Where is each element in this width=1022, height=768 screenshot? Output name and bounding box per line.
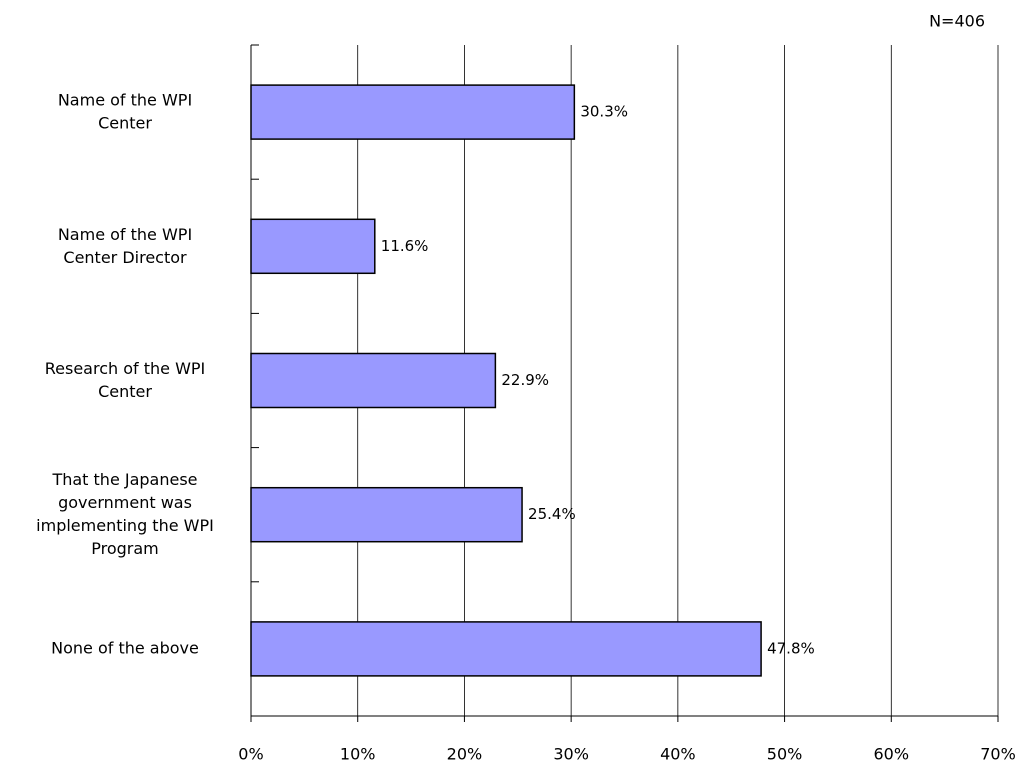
bar <box>250 352 497 409</box>
bar <box>250 84 576 140</box>
y-tick-label: Research of the WPI Center <box>45 359 206 401</box>
y-tick-label: That the Japanese government was implement… <box>36 470 214 558</box>
bar <box>250 621 762 677</box>
value-label: 47.8% <box>767 639 815 657</box>
annotation: N=406 <box>929 12 985 31</box>
bar <box>250 486 523 543</box>
y-tick-label: Name of the WPI Center <box>58 90 192 132</box>
value-label: 30.3% <box>580 103 628 121</box>
x-tick-label: 10% <box>340 745 376 764</box>
y-tick-label: None of the above <box>51 638 199 657</box>
x-tick-label: 40% <box>660 745 696 764</box>
value-label: 25.4% <box>528 505 576 523</box>
x-tick-label: 70% <box>980 745 1016 764</box>
x-tick-label: 20% <box>447 745 483 764</box>
value-label: 22.9% <box>501 371 549 389</box>
value-label: 11.6% <box>381 237 429 255</box>
bar <box>250 218 376 275</box>
x-tick-label: 60% <box>874 745 910 764</box>
x-tick-label: 0% <box>238 745 263 764</box>
y-tick-label: Name of the WPI Center Director <box>58 224 192 266</box>
x-tick-label: 50% <box>767 745 803 764</box>
x-tick-label: 30% <box>553 745 589 764</box>
